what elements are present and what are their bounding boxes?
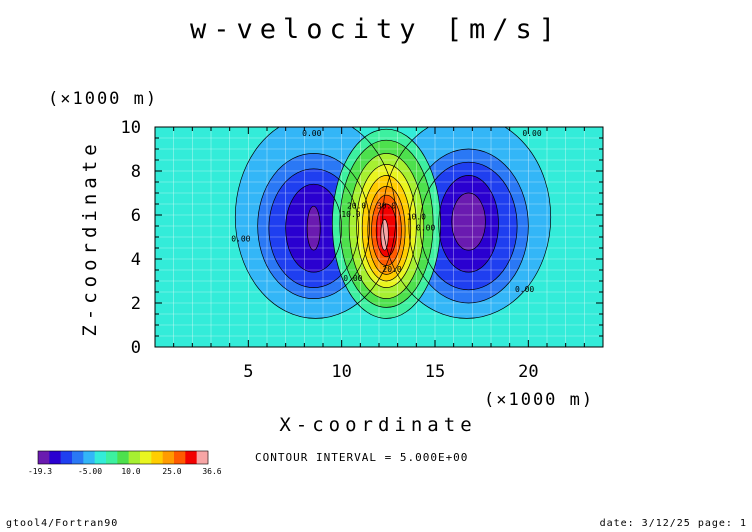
x-axis-label: X-coordinate [279, 414, 476, 436]
colorbar-tick-label: 36.6 [202, 467, 221, 476]
colorbar-swatch [83, 451, 95, 464]
colorbar-tick-label: -19.3 [28, 467, 52, 476]
contour-line [339, 139, 434, 308]
x-tick-label: 5 [243, 362, 253, 382]
colorbar-swatch [60, 451, 73, 464]
colorbar-swatch [49, 451, 61, 464]
contour-interval-note: CONTOUR INTERVAL = 5.000E+00 [255, 451, 468, 464]
colorbar-swatch [72, 451, 84, 464]
y-tick-label: 4 [131, 250, 141, 270]
grid-lines [155, 127, 603, 347]
colorbar-tick-label: -5.00 [78, 467, 102, 476]
contour-band [380, 219, 389, 251]
contour-line [361, 175, 412, 282]
contour-line [382, 127, 552, 319]
footer-right: date: 3/12/25 page: 1 [600, 518, 747, 529]
colorbar: -19.3 -5.00 10.0 25.0 36.6 [28, 450, 222, 476]
x-tick-label: 15 [425, 362, 445, 382]
colorbar-frame [37, 450, 209, 465]
contour-label: 0.00 [416, 223, 435, 232]
contour-label: 0.00 [231, 234, 250, 243]
contour-line [371, 194, 402, 266]
contour-line [419, 161, 518, 291]
contour-lines [234, 127, 552, 319]
contour-line [408, 148, 529, 304]
plot-area: 0.00 0.000.000.000.000.0020.010.030.010.0… [155, 127, 603, 347]
colorbar-swatch [94, 451, 107, 464]
colorbar-swatch [117, 451, 129, 464]
colorbar-tick-label: 10.0 [121, 467, 140, 476]
contour-line [356, 164, 417, 288]
colorbar-swatch [128, 451, 141, 464]
contour-label: 0.00 [343, 274, 362, 283]
colorbar-swatch [196, 451, 209, 464]
y-unit-label: (×1000 m) [48, 89, 158, 109]
x-tick-label: 20 [518, 362, 538, 382]
contour-line [268, 168, 359, 288]
y-tick-label: 0 [131, 338, 141, 358]
footer-left: gtool4/Fortran90 [6, 518, 118, 529]
colorbar-swatch [106, 451, 118, 464]
contour-line [257, 153, 371, 299]
y-tick-label: 2 [131, 294, 141, 314]
contour-label: 0.00 [302, 129, 321, 138]
contour-line [375, 203, 398, 258]
contour-fills [235, 127, 551, 319]
chart-title: w-velocity [m/s] [190, 14, 562, 45]
y-tick-label: 10 [121, 118, 141, 138]
contour-label: 20.0 [347, 201, 366, 210]
axes: 5 10 15 20 0 2 4 6 8 10 [121, 118, 603, 382]
contour-line [234, 127, 397, 319]
contour-line [380, 219, 389, 251]
y-tick-label: 8 [131, 162, 141, 182]
contour-labels: 0.00 0.000.000.000.000.0020.010.030.010.0… [231, 129, 542, 294]
contour-line [451, 192, 486, 251]
colorbar-swatch [151, 451, 163, 464]
colorbar-tick-label: 25.0 [162, 467, 181, 476]
colorbar-swatch [185, 451, 197, 464]
contour-label: 30.0 [377, 201, 396, 210]
contour-label: 0.00 [515, 285, 534, 294]
contour-label: 10.0 [341, 210, 360, 219]
contour-line [348, 153, 425, 299]
x-tick-label: 10 [331, 362, 351, 382]
colorbar-swatch [140, 451, 152, 464]
x-unit-label: (×1000 m) [484, 390, 594, 410]
colorbar-swatch [38, 451, 50, 464]
contour-line [438, 175, 499, 273]
contour-line [367, 186, 406, 275]
contour-line [306, 205, 321, 251]
contour-band [307, 206, 321, 251]
y-axis-label: Z-coordinate [79, 139, 101, 336]
contour-band [451, 193, 486, 251]
colorbar-swatch [174, 451, 186, 464]
contour-label: 10.0 [407, 212, 426, 221]
contour-label: 20.0 [382, 265, 401, 274]
contour-label: 0.00 [522, 129, 541, 138]
colorbar-swatch [162, 451, 175, 464]
contour-line [331, 128, 441, 319]
contour-line [285, 183, 343, 273]
y-tick-label: 6 [131, 206, 141, 226]
